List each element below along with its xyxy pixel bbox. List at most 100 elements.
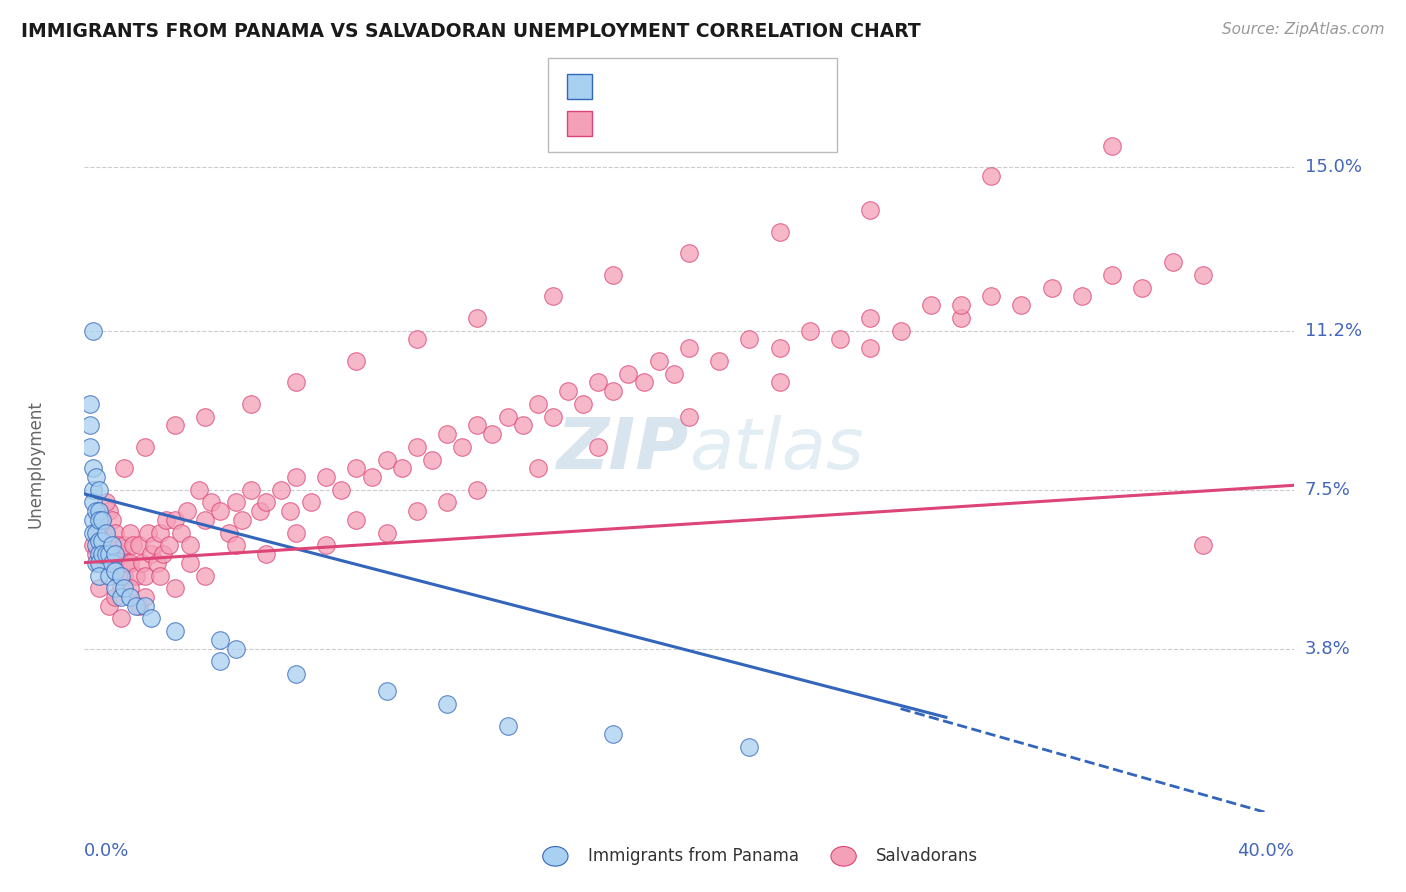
Point — [299, 495, 322, 509]
Point — [284, 525, 308, 540]
Point — [1071, 289, 1094, 303]
Point — [769, 341, 792, 355]
Point — [82, 495, 104, 509]
Point — [859, 341, 882, 355]
Point — [142, 538, 165, 552]
Point — [1101, 139, 1123, 153]
Point — [118, 525, 141, 540]
Point — [209, 632, 232, 647]
Point — [89, 547, 111, 561]
Point — [496, 719, 519, 733]
Text: 29: 29 — [745, 78, 769, 95]
Point — [1161, 255, 1184, 269]
Point — [239, 397, 262, 411]
Text: ZIP: ZIP — [557, 416, 689, 484]
Text: 11.2%: 11.2% — [1305, 322, 1362, 340]
Point — [769, 225, 792, 239]
Text: N =: N = — [706, 114, 742, 132]
Text: 125: 125 — [745, 114, 780, 132]
Point — [194, 568, 217, 582]
Text: Salvadorans: Salvadorans — [876, 847, 979, 865]
Text: IMMIGRANTS FROM PANAMA VS SALVADORAN UNEMPLOYMENT CORRELATION CHART: IMMIGRANTS FROM PANAMA VS SALVADORAN UNE… — [21, 22, 921, 41]
Point — [94, 525, 117, 540]
Point — [100, 513, 122, 527]
Text: 15.0%: 15.0% — [1305, 159, 1361, 177]
Point — [112, 538, 135, 552]
Point — [406, 440, 429, 454]
Point — [163, 418, 186, 433]
Point — [97, 547, 120, 561]
Text: Immigrants from Panama: Immigrants from Panama — [588, 847, 799, 865]
Point — [218, 525, 240, 540]
Point — [107, 568, 129, 582]
Point — [179, 538, 201, 552]
Point — [391, 461, 413, 475]
Point — [128, 538, 150, 552]
Text: 0.240: 0.240 — [643, 114, 702, 132]
Point — [104, 590, 127, 604]
Point — [91, 534, 114, 549]
Point — [89, 513, 111, 527]
Point — [225, 641, 247, 656]
Point — [94, 547, 117, 561]
Point — [467, 418, 489, 433]
Point — [136, 525, 159, 540]
Point — [118, 582, 141, 596]
Point — [97, 556, 120, 570]
Text: 7.5%: 7.5% — [1305, 481, 1351, 499]
Point — [97, 568, 120, 582]
Point — [950, 310, 973, 325]
Point — [541, 289, 564, 303]
Point — [139, 611, 162, 625]
Point — [86, 556, 108, 570]
Point — [115, 556, 138, 570]
Point — [89, 504, 111, 518]
Point — [512, 418, 534, 433]
Point — [1130, 281, 1153, 295]
Point — [89, 534, 111, 549]
Point — [375, 684, 398, 698]
Point — [738, 740, 761, 755]
Point — [602, 727, 624, 741]
Point — [602, 384, 624, 398]
Point — [225, 538, 247, 552]
Point — [315, 538, 337, 552]
Point — [526, 461, 548, 475]
Point — [79, 418, 101, 433]
Point — [406, 332, 429, 346]
Point — [110, 582, 132, 596]
Point — [254, 495, 277, 509]
Point — [79, 397, 101, 411]
Point — [107, 538, 129, 552]
Point — [315, 469, 337, 483]
Point — [249, 504, 271, 518]
Point — [200, 495, 222, 509]
Point — [149, 525, 172, 540]
Point — [134, 568, 156, 582]
Point — [194, 409, 217, 424]
Point — [451, 440, 474, 454]
Point — [110, 568, 132, 582]
Point — [284, 469, 308, 483]
Point — [118, 556, 141, 570]
Point — [572, 397, 595, 411]
Point — [139, 547, 162, 561]
Point — [709, 353, 731, 368]
Point — [128, 599, 150, 613]
Point — [239, 483, 262, 497]
Point — [155, 513, 177, 527]
Point — [121, 538, 143, 552]
Point — [436, 495, 458, 509]
Point — [110, 611, 132, 625]
Point — [112, 568, 135, 582]
Point — [104, 525, 127, 540]
Point — [146, 556, 169, 570]
Text: R =: R = — [600, 114, 637, 132]
Point — [662, 367, 685, 381]
Point — [194, 513, 217, 527]
Point — [346, 353, 368, 368]
Point — [97, 534, 120, 549]
Point — [91, 513, 114, 527]
Text: N =: N = — [706, 78, 742, 95]
Point — [188, 483, 211, 497]
